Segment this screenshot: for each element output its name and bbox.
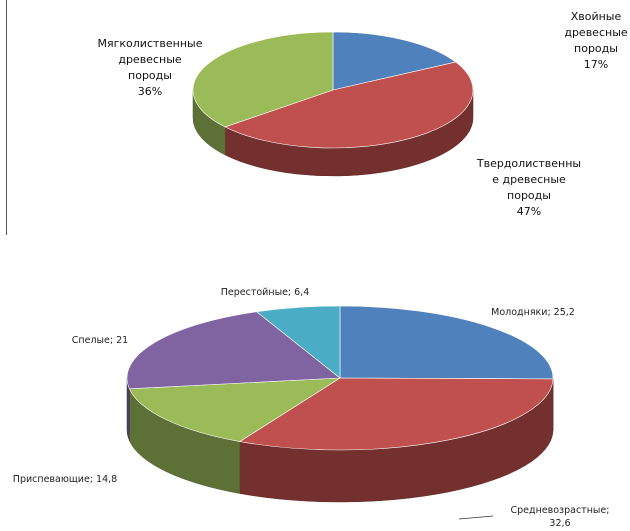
age-pie-slice-3 xyxy=(126,311,341,390)
pie-chart-age-groups: Молодняки; 25,2 Средневозрастные; 32,6 Прис… xyxy=(0,270,630,531)
species-pie-slice-2 xyxy=(192,31,334,128)
pie-chart-age-groups-svg: Молодняки; 25,2 Средневозрастные; 32,6 Прис… xyxy=(13,287,610,529)
age-pie-leader-line xyxy=(458,515,494,520)
age-pie-slice-1 xyxy=(238,377,554,451)
pie-chart-species-svg: Хвойные древесные породы 17% Твердолиственны… xyxy=(98,10,628,218)
frame-border xyxy=(6,0,7,235)
age-pie-tops xyxy=(126,305,554,451)
age-pie-slice-2 xyxy=(128,377,342,442)
species-pie-tops xyxy=(192,31,474,149)
species-pie-label-1: Твердолиственны е древесные породы 47% xyxy=(476,157,581,218)
age-pie-label-4: Перестойные; 6,4 xyxy=(221,287,310,298)
age-pie-label-0: Молодняки; 25,2 xyxy=(491,307,575,318)
species-pie-label-2: Мягколиственные древесные породы 36% xyxy=(98,37,203,98)
age-pie-slice-0 xyxy=(339,305,554,380)
species-pie-label-0: Хвойные древесные породы 17% xyxy=(564,10,628,71)
species-pie-slice-1 xyxy=(224,61,474,149)
age-pie-label-2: Приспевающие; 14,8 xyxy=(13,474,117,485)
age-pie-slice-4 xyxy=(255,305,341,379)
pie-chart-species: Хвойные древесные породы 17% Твердолиственны… xyxy=(0,0,630,235)
species-pie-slice-0 xyxy=(332,31,457,91)
age-pie-label-1: Средневозрастные; 32,6 xyxy=(511,505,610,529)
age-pie-label-3: Спелые; 21 xyxy=(72,335,128,346)
